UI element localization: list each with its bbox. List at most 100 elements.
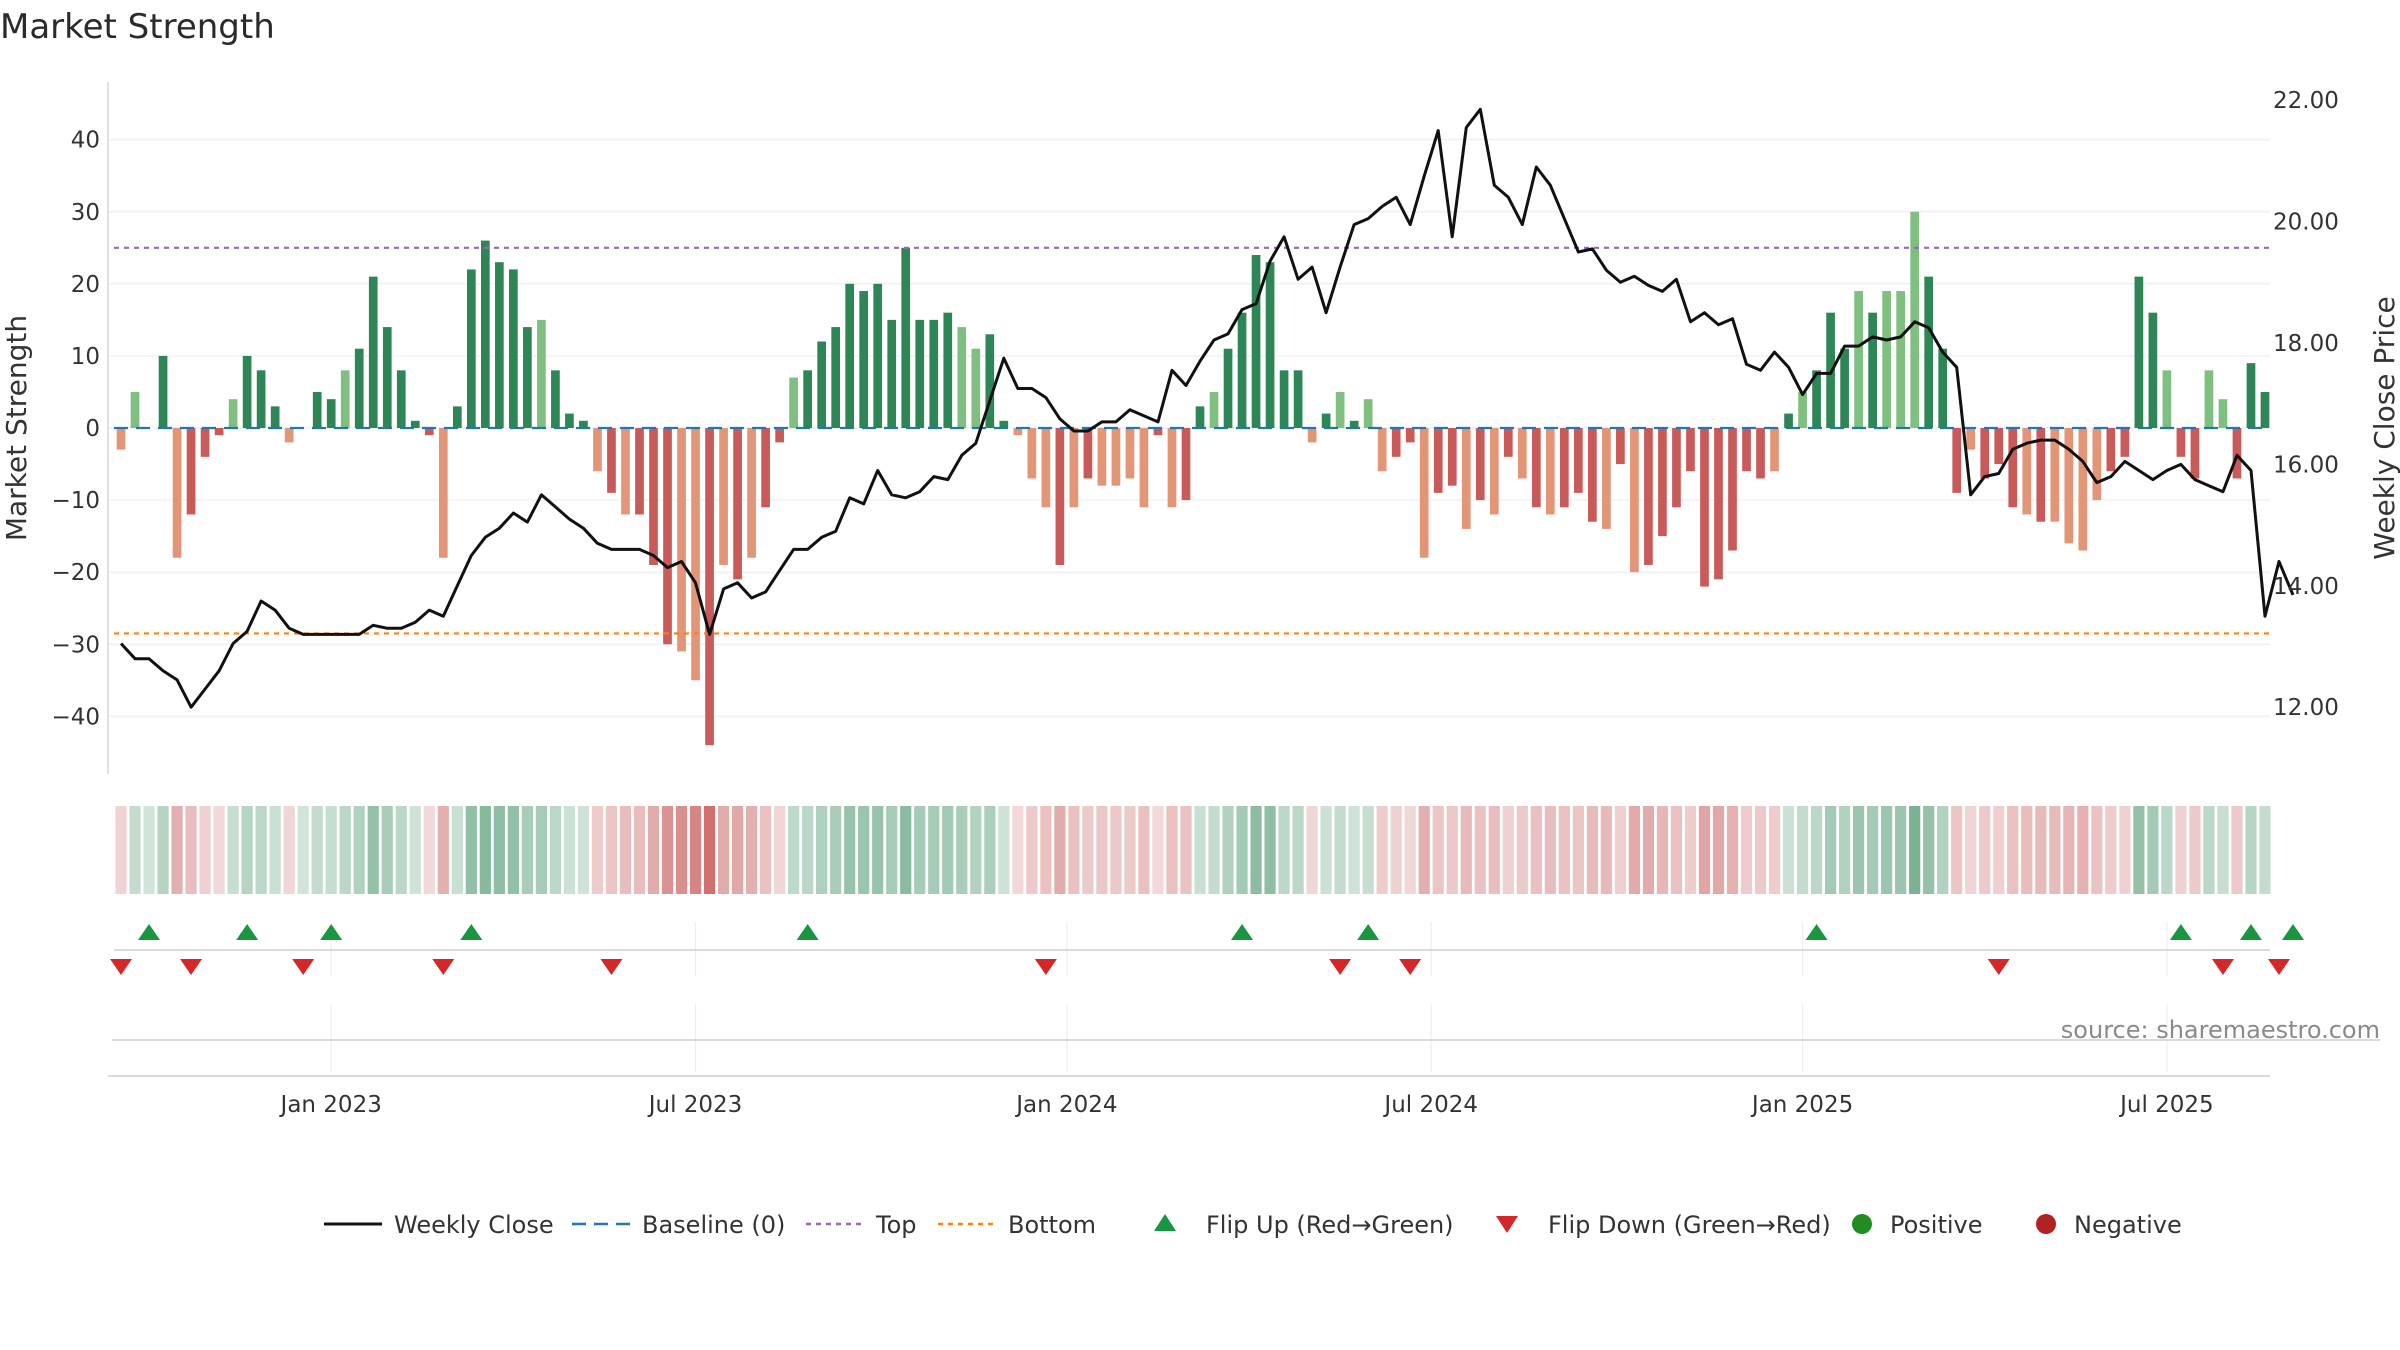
heatmap-cell xyxy=(1362,806,1374,894)
strength-bar xyxy=(1503,428,1513,457)
flip-down-marker xyxy=(2211,959,2234,975)
weekly-close-line xyxy=(119,107,2295,709)
strength-bar xyxy=(1602,428,1611,529)
heatmap-cell xyxy=(381,806,393,894)
heatmap-cell xyxy=(255,806,267,894)
legend-item-close: Weekly Close xyxy=(324,1211,554,1239)
strength-bar xyxy=(1111,428,1121,486)
strength-bar xyxy=(1616,428,1625,465)
flip-up-marker xyxy=(236,924,259,940)
heatmap-cell xyxy=(745,806,758,894)
heatmap-cell xyxy=(984,806,996,894)
strength-bar xyxy=(1447,428,1457,486)
heatmap-cell xyxy=(619,806,632,894)
heatmap-cell xyxy=(731,806,744,894)
heatmap-cell xyxy=(1474,806,1486,894)
heatmap-cell xyxy=(1446,806,1458,894)
flip-down-marker xyxy=(110,959,133,975)
strength-bar xyxy=(1545,428,1555,515)
strength-bar xyxy=(410,420,420,428)
heatmap-cell xyxy=(1923,806,1935,894)
strength-bar xyxy=(761,428,770,508)
legend-label: Flip Down (Green→Red) xyxy=(1548,1211,1831,1239)
strength-bar xyxy=(1167,428,1177,508)
x-axis: Jan 2023 Jul 2023 Jan 2024 Jul 2024 Jan 2025… xyxy=(108,1004,2380,1118)
strength-bar xyxy=(2246,363,2256,428)
heatmap-cell xyxy=(1782,806,1795,894)
strength-bar xyxy=(326,399,336,428)
strength-bar xyxy=(1560,428,1569,508)
flip-up-marker xyxy=(320,924,343,940)
heatmap-cell xyxy=(1264,806,1276,894)
strength-bar xyxy=(2078,428,2088,551)
legend-label: Positive xyxy=(1890,1211,1983,1239)
strength-bar xyxy=(873,283,883,428)
strength-bar xyxy=(775,428,784,443)
strength-bar xyxy=(747,428,756,558)
strength-bar xyxy=(887,319,897,428)
strength-bar xyxy=(270,406,280,428)
strength-bar xyxy=(1097,428,1107,486)
heatmap-cell xyxy=(858,806,870,894)
heatmap-cell xyxy=(143,806,155,894)
heatmap-cell xyxy=(1754,806,1767,894)
heatmap-cell xyxy=(647,806,660,894)
heatmap-cell xyxy=(1082,806,1094,894)
heatmap-cell xyxy=(942,806,954,894)
strength-bar xyxy=(1517,428,1527,479)
strength-bar xyxy=(1896,291,1905,428)
strength-bar xyxy=(1307,428,1317,443)
legend-swatch xyxy=(2036,1214,2056,1234)
heatmap-cell xyxy=(227,806,239,894)
strength-bar xyxy=(1966,428,1976,450)
strength-bar xyxy=(1588,428,1597,522)
strength-bar xyxy=(677,428,686,652)
strength-bar xyxy=(509,269,518,428)
y-tick-label: 0 xyxy=(85,416,100,442)
strength-bar xyxy=(424,428,434,436)
heatmap-cell xyxy=(479,806,491,894)
strength-bar xyxy=(971,348,981,428)
flip-up-marker xyxy=(2282,924,2305,940)
heatmap-cell xyxy=(1096,806,1108,894)
strength-bar xyxy=(1237,312,1247,428)
legend-item-positive: Positive xyxy=(1852,1211,1983,1239)
strength-bar xyxy=(1055,428,1065,565)
strength-bar xyxy=(382,327,392,428)
strength-bar xyxy=(565,413,574,428)
strength-bar xyxy=(466,269,476,428)
heatmap-cell xyxy=(1586,806,1598,894)
heatmap-cell xyxy=(2189,806,2201,894)
legend: Weekly Close Baseline (0) Top Bottom Flip Up… xyxy=(324,1211,2182,1239)
y2-tick-label: 16.00 xyxy=(2273,452,2339,478)
strength-bar xyxy=(579,420,588,428)
x-tick-label: Jan 2025 xyxy=(1750,1092,1853,1118)
heatmap-cell xyxy=(213,806,225,894)
flip-down-marker xyxy=(600,959,623,975)
strength-bar xyxy=(1377,428,1387,472)
heatmap-cell xyxy=(900,806,912,894)
flip-up-marker xyxy=(1805,924,1828,940)
strength-bar xyxy=(340,370,350,428)
flip-up-marker xyxy=(460,924,483,940)
heatmap-cell xyxy=(1530,806,1542,894)
y2-tick-label: 12.00 xyxy=(2273,695,2339,721)
strength-bar xyxy=(705,428,714,746)
strength-bar xyxy=(1335,391,1345,428)
heatmap-cell xyxy=(886,806,898,894)
heatmap-cell xyxy=(1208,806,1220,894)
strength-bar xyxy=(2134,276,2144,428)
flip-markers xyxy=(110,922,2305,976)
strength-bar xyxy=(1083,428,1093,479)
heatmap-cell xyxy=(675,806,688,894)
heatmap-cell xyxy=(1796,806,1809,894)
strength-bar xyxy=(1868,312,1877,428)
heatmap-cell xyxy=(2077,806,2089,894)
heatmap-cell xyxy=(1951,806,1963,894)
strength-bars xyxy=(116,211,2270,746)
strength-bar xyxy=(1952,428,1962,493)
legend-label: Bottom xyxy=(1008,1211,1096,1239)
heatmap-cell xyxy=(1180,806,1192,894)
flip-down-marker xyxy=(292,959,315,975)
heatmap-cell xyxy=(1642,806,1655,894)
